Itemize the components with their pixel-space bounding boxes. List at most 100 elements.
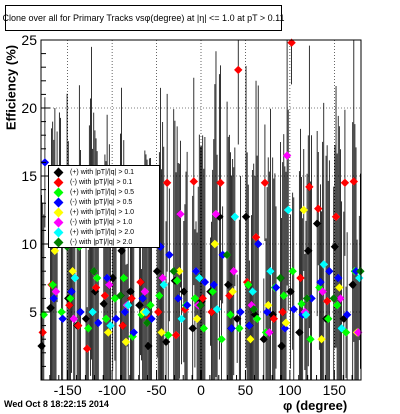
data-point <box>179 287 189 296</box>
data-point <box>236 307 245 317</box>
data-point <box>334 273 343 283</box>
data-point <box>244 280 253 289</box>
data-point <box>229 267 238 276</box>
legend: (+) with |pT|/|q| > 0.1 (-) with |pT|/|q… <box>48 165 160 248</box>
data-point <box>218 250 227 260</box>
data-point <box>116 291 125 300</box>
data-point <box>155 291 164 300</box>
data-point <box>332 301 342 310</box>
data-point <box>342 310 352 319</box>
data-point <box>191 267 201 276</box>
legend-label: (-) with |pT|/|q| > 0.5 <box>70 198 133 206</box>
data-point <box>175 267 184 276</box>
data-point <box>91 283 101 292</box>
data-point <box>100 291 110 300</box>
data-point <box>50 246 60 255</box>
data-point <box>319 260 328 269</box>
data-point <box>278 307 287 317</box>
data-point <box>104 328 113 337</box>
legend-marker <box>53 177 64 187</box>
data-point <box>49 294 58 303</box>
data-point <box>248 287 257 296</box>
data-point <box>348 280 357 289</box>
data-point <box>210 239 220 249</box>
data-point <box>341 328 351 337</box>
data-point <box>177 314 186 323</box>
data-point <box>154 307 163 317</box>
data-point <box>159 280 168 289</box>
data-point <box>162 178 172 187</box>
data-point <box>312 219 322 228</box>
data-point <box>252 314 262 323</box>
x-axis-label: φ (degree) <box>283 398 348 413</box>
data-point <box>249 305 258 314</box>
data-point <box>106 321 115 330</box>
data-point <box>158 273 167 283</box>
data-points <box>37 38 365 353</box>
legend-entry: (-) with |pT|/|q| > 0.5 <box>53 197 132 207</box>
data-point <box>281 318 291 328</box>
data-point <box>304 246 313 255</box>
data-point <box>232 314 242 323</box>
data-point <box>234 65 243 75</box>
data-point <box>269 314 279 323</box>
legend-entry: (+) with |pT|/|q| > 0.5 <box>53 187 134 197</box>
data-point <box>316 277 325 287</box>
data-point <box>307 294 316 303</box>
data-point <box>212 305 222 314</box>
data-point <box>123 301 133 310</box>
data-point <box>259 335 269 344</box>
data-point <box>141 307 151 317</box>
y-axis-label: Efficiency (%) <box>3 44 19 131</box>
data-point <box>140 287 150 296</box>
axis-tick-labels: 5 10 15 20 25 -150 -100 -50 0 50 100 150 <box>21 32 346 398</box>
data-point <box>349 177 359 186</box>
data-point <box>119 273 128 283</box>
data-point <box>200 277 210 287</box>
data-point <box>241 212 251 221</box>
data-point <box>126 287 135 296</box>
data-point <box>199 324 208 333</box>
data-point <box>51 287 61 296</box>
data-point <box>305 182 314 192</box>
x-tick-label: 100 <box>278 382 302 398</box>
data-point <box>189 177 199 186</box>
data-point <box>37 341 46 351</box>
data-point <box>271 283 281 292</box>
data-point <box>127 294 136 303</box>
data-point <box>195 273 204 283</box>
data-point <box>102 273 112 283</box>
legend-marker <box>53 207 64 217</box>
data-point <box>70 273 80 283</box>
data-point <box>108 273 117 283</box>
data-point <box>354 328 363 337</box>
data-point <box>297 299 306 309</box>
data-point <box>322 296 332 306</box>
data-point <box>262 307 272 317</box>
y-tick-label: 25 <box>21 32 37 48</box>
legend-entry: (+) with |pT|/|q| > 0.1 <box>53 167 134 177</box>
legend-entry: (-) with |pT|/|q| > 0.1 <box>53 177 132 187</box>
data-point <box>111 314 121 323</box>
y-tick-label: 15 <box>21 168 37 184</box>
data-point <box>121 337 131 347</box>
data-point <box>190 294 200 303</box>
legend-label: (+) with |pT|/|q| > 0.1 <box>70 168 135 176</box>
data-point <box>211 209 221 219</box>
data-point <box>138 294 147 303</box>
data-point <box>68 267 77 276</box>
data-point <box>208 287 217 296</box>
timestamp: Wed Oct 8 18:22:15 2014 <box>4 399 109 409</box>
data-point <box>335 283 344 292</box>
legend-marker <box>53 187 64 197</box>
data-point <box>227 324 236 333</box>
data-point <box>135 301 144 310</box>
data-point <box>136 277 145 287</box>
data-point <box>288 267 297 276</box>
data-point <box>277 341 286 351</box>
data-point <box>76 307 85 317</box>
data-point <box>65 301 74 310</box>
data-point <box>318 287 327 296</box>
data-point <box>209 280 218 289</box>
